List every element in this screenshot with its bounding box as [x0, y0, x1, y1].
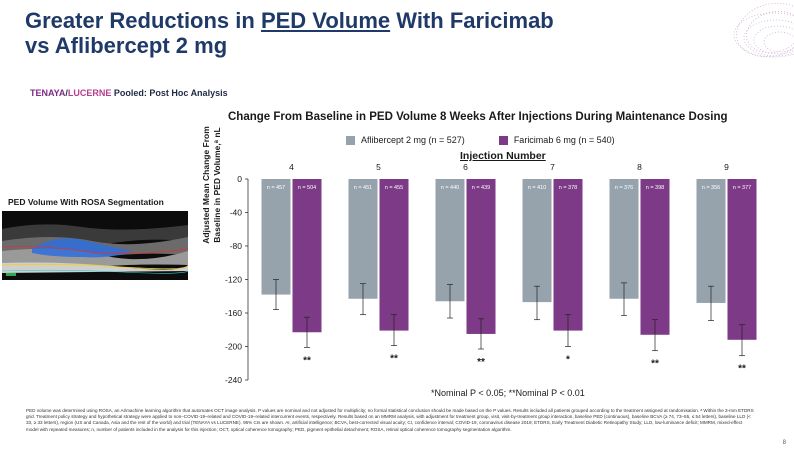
- significance-marker: **: [651, 359, 659, 370]
- footnote: PED volume was determined using ROSA, an…: [26, 408, 754, 432]
- bar-n-label: n = 504: [298, 185, 317, 191]
- bar-faricimab: [727, 179, 757, 340]
- page-title: Greater Reductions in PED Volume With Fa…: [25, 8, 554, 58]
- subtitle: TENAYA/LUCERNE Pooled: Post Hoc Analysis: [30, 88, 228, 98]
- significance-marker: **: [738, 364, 746, 375]
- bar-n-label: n = 356: [702, 185, 721, 191]
- bar-aflibercept: [348, 179, 378, 299]
- y-tick-label: 0: [237, 174, 242, 184]
- bar-faricimab: [379, 179, 409, 331]
- y-tick-label: -120: [225, 275, 242, 285]
- bar-faricimab: [553, 179, 583, 331]
- bar-n-label: n = 378: [559, 185, 578, 191]
- bar-n-label: n = 455: [385, 185, 404, 191]
- bar-n-label: n = 440: [441, 185, 460, 191]
- oct-scan-image: [2, 211, 188, 280]
- bar-aflibercept: [522, 179, 552, 303]
- rosa-title: PED Volume With ROSA Segmentation: [8, 197, 164, 207]
- legend-item-aflibercept: Aflibercept 2 mg (n = 527): [346, 135, 465, 145]
- x-category-label: 9: [724, 162, 729, 172]
- x-category-label: 6: [463, 162, 468, 172]
- bar-n-label: n = 398: [646, 185, 665, 191]
- x-category-label: 4: [289, 162, 294, 172]
- y-tick-label: -80: [230, 241, 243, 251]
- bar-n-label: n = 377: [733, 185, 752, 191]
- y-tick-label: -200: [225, 342, 242, 352]
- x-category-label: 8: [637, 162, 642, 172]
- bar-n-label: n = 410: [528, 185, 547, 191]
- y-tick-label: -160: [225, 308, 242, 318]
- bar-faricimab: [292, 179, 322, 333]
- y-tick-label: -40: [230, 208, 243, 218]
- bar-n-label: n = 451: [354, 185, 373, 191]
- legend-item-faricimab: Faricimab 6 mg (n = 540): [498, 135, 615, 145]
- x-axis-title: Injection Number: [460, 150, 546, 162]
- legend-swatch-faricimab: [498, 135, 508, 145]
- chart-title: Change From Baseline in PED Volume 8 Wee…: [228, 111, 728, 123]
- bar-aflibercept: [609, 179, 639, 299]
- bar-aflibercept: [435, 179, 465, 302]
- title-underline: PED Volume: [260, 8, 391, 33]
- significance-marker: **: [303, 355, 311, 366]
- y-tick-label: -240: [225, 375, 242, 385]
- significance-marker: **: [477, 357, 485, 368]
- bar-n-label: n = 457: [267, 185, 286, 191]
- subtitle-tenaya: TENAYA: [30, 88, 66, 98]
- bar-faricimab: [640, 179, 670, 335]
- bar-n-label: n = 376: [615, 185, 634, 191]
- significance-marker: *: [566, 355, 570, 366]
- x-category-label: 5: [376, 162, 381, 172]
- page-number: 8: [782, 440, 786, 446]
- bar-aflibercept: [261, 179, 291, 295]
- significance-marker: **: [390, 354, 398, 365]
- chart-legend: Aflibercept 2 mg (n = 527) Faricimab 6 m…: [346, 135, 615, 145]
- subtitle-lucerne: LUCERNE: [67, 88, 112, 98]
- significance-note: *Nominal P < 0.05; **Nominal P < 0.01: [431, 388, 585, 398]
- legend-swatch-aflibercept: [346, 135, 355, 145]
- bar-faricimab: [466, 179, 496, 334]
- decorative-swirl: [733, 2, 794, 58]
- x-category-label: 7: [550, 162, 555, 172]
- bar-aflibercept: [696, 179, 726, 303]
- bar-n-label: n = 439: [472, 185, 491, 191]
